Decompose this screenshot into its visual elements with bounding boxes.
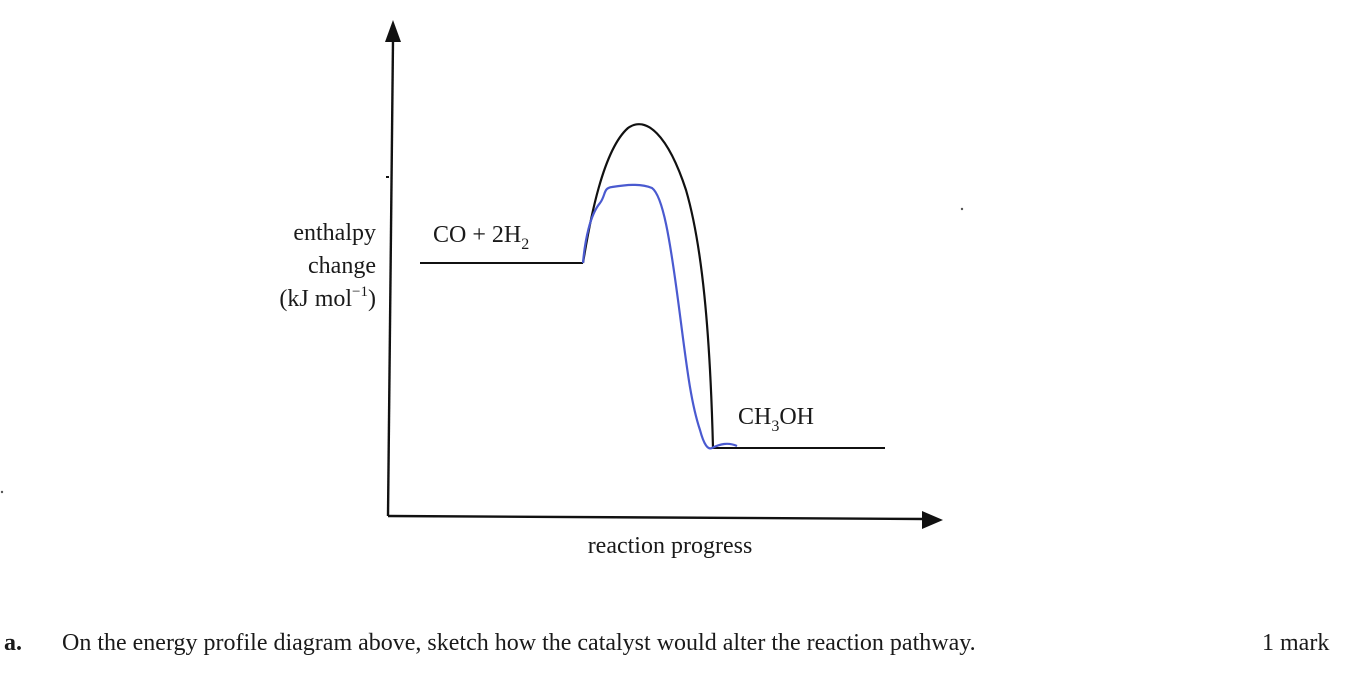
x-axis <box>387 514 926 521</box>
y-axis-label-line1: enthalpy <box>293 220 376 246</box>
scan-speck <box>960 207 964 211</box>
question-a: a. On the energy profile diagram above, … <box>0 630 1352 670</box>
catalysed-pathway-curve <box>581 183 738 450</box>
y-axis <box>386 39 395 517</box>
question-marks: 1 mark <box>1262 630 1330 656</box>
question-text: On the energy profile diagram above, ske… <box>62 630 976 656</box>
reactants-label: CO + 2H2 <box>433 222 529 253</box>
uncatalysed-pathway-curve <box>581 123 715 449</box>
x-axis-label: reaction progress <box>588 533 753 559</box>
y-axis-label-line3: (kJ mol−1) <box>279 284 376 312</box>
products-label: CH3OH <box>738 404 814 435</box>
y-axis-label-line2: change <box>308 253 376 279</box>
question-letter: a. <box>4 630 22 656</box>
scan-speck <box>0 490 4 494</box>
energy-profile-diagram: enthalpy change (kJ mol−1) CO + 2H2 CH3O… <box>0 20 964 559</box>
y-axis-arrowhead <box>385 20 401 42</box>
x-axis-arrowhead <box>922 511 943 529</box>
